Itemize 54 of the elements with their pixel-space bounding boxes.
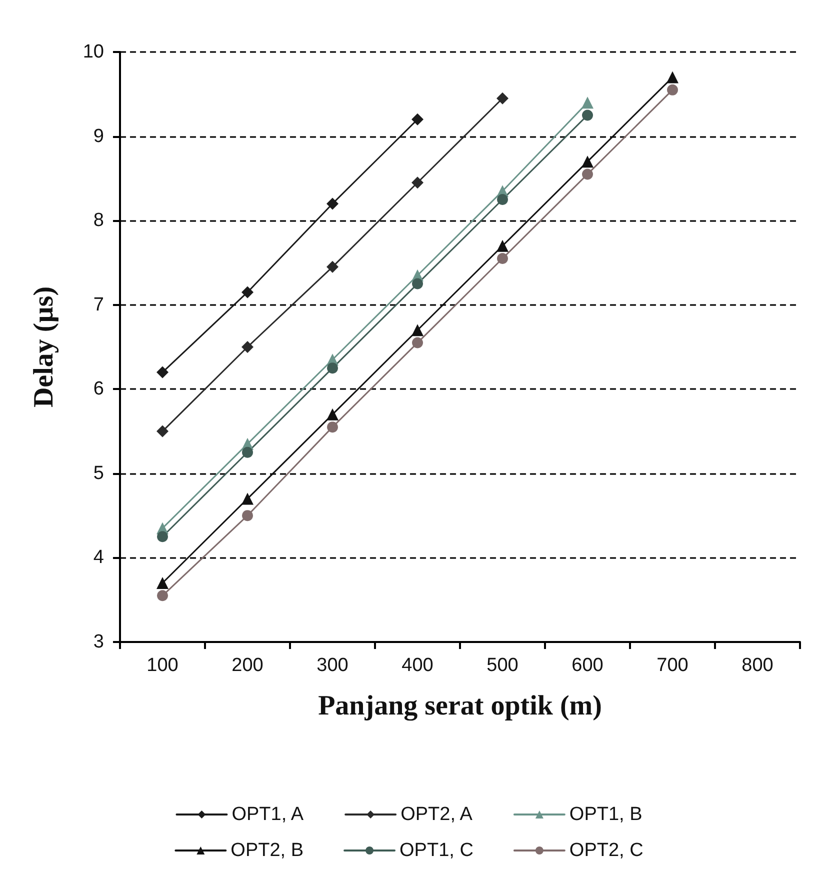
x-tick-label: 200	[232, 655, 264, 676]
y-tick-label: 4	[93, 547, 104, 568]
y-tick-label: 5	[93, 462, 104, 484]
point	[412, 324, 424, 336]
point	[326, 408, 338, 420]
x-tick-label: 100	[146, 655, 178, 676]
x-tick-label: 500	[486, 655, 518, 676]
point	[582, 156, 594, 168]
y-tick-label: 3	[93, 632, 104, 652]
x-tick-label: 400	[402, 655, 434, 676]
legend-label: OPT1, A	[232, 804, 304, 825]
legend-label: OPT2, B	[230, 840, 304, 861]
y-tick-label: 8	[93, 210, 104, 232]
point	[242, 446, 253, 458]
point	[667, 84, 678, 96]
point	[242, 286, 254, 298]
legend-label: OPT2, C	[569, 840, 644, 861]
y-axis-title: Delay (µs)	[28, 286, 60, 408]
point	[242, 492, 254, 505]
x-tick-label: 300	[316, 655, 348, 676]
point	[582, 110, 593, 121]
x-tick-label: 700	[656, 655, 688, 676]
y-tick-label: 9	[93, 126, 104, 147]
point	[326, 260, 338, 273]
point	[326, 198, 338, 210]
point	[666, 71, 678, 84]
point	[412, 337, 423, 348]
legend-label: OPT2, A	[400, 804, 473, 825]
point	[242, 341, 254, 353]
point	[156, 577, 168, 589]
point	[412, 176, 424, 189]
point	[157, 531, 168, 542]
point	[412, 278, 423, 290]
point	[582, 96, 594, 109]
point	[496, 92, 508, 104]
legend-label: OPT1, C	[400, 840, 474, 861]
y-tick-label: 10	[82, 42, 104, 62]
point	[582, 168, 593, 180]
point	[156, 425, 168, 438]
point	[497, 253, 508, 264]
point	[496, 240, 508, 252]
point	[327, 422, 338, 433]
x-axis-title: Panjang serat optik (m)	[318, 690, 602, 722]
y-tick-label: 7	[93, 294, 104, 316]
point	[242, 510, 253, 522]
x-tick-label: 800	[742, 655, 774, 676]
point	[497, 194, 508, 205]
legend-label: OPT1, B	[569, 804, 642, 825]
x-tick-label: 600	[572, 655, 604, 676]
point	[156, 366, 168, 378]
point	[412, 113, 424, 126]
y-tick-label: 6	[93, 378, 104, 400]
point	[157, 590, 168, 602]
point	[327, 362, 338, 374]
